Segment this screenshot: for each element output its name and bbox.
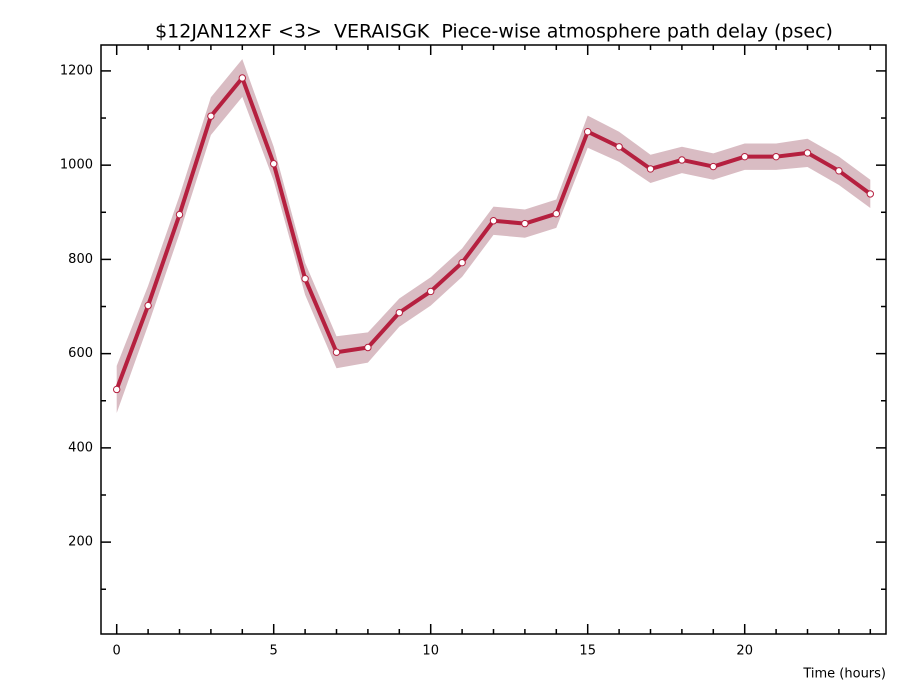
data-point [615,143,623,151]
data-point [803,149,812,157]
x-tick-label: 20 [736,644,753,659]
y-tick-label: 600 [68,346,93,361]
plot-frame [100,44,887,635]
data-point [552,209,560,218]
data-point [270,160,278,168]
error-band [116,59,871,414]
data-point [458,258,466,267]
x-tick-label: 15 [579,644,596,659]
y-tick-label: 1200 [60,63,93,78]
data-point [207,112,215,120]
data-point [835,167,843,175]
data-point [395,308,403,317]
data-point [741,152,749,161]
data-point [364,343,372,352]
data-point [301,275,309,283]
y-tick-label: 200 [68,535,93,550]
data-point [772,152,780,161]
data-point [521,219,529,228]
data-point [678,156,686,164]
data-point [113,385,121,394]
data-point [144,301,152,310]
data-point [709,162,717,171]
x-tick-label: 5 [270,644,278,659]
y-tick-label: 400 [68,440,93,455]
data-point [646,165,655,173]
x-tick-label: 0 [113,644,121,659]
data-point [427,287,435,296]
y-tick-label: 1000 [60,158,93,173]
data-point [175,210,184,219]
y-tick-label: 800 [68,252,93,267]
x-axis-label: Time (hours) [802,667,886,682]
chart-title: $12JAN12XF <3> VERAISGK Piece-wise atmos… [155,21,833,43]
x-tick-label: 10 [422,644,439,659]
data-point [489,217,498,225]
data-point [584,128,592,136]
data-point [332,348,341,356]
data-point [238,74,247,82]
data-point [866,190,874,198]
